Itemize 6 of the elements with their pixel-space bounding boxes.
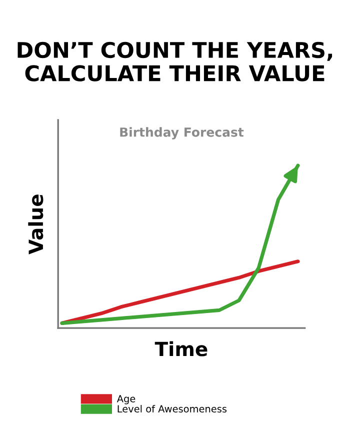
y-axis-title: Value bbox=[28, 194, 44, 254]
chart-subtitle: Birthday Forecast bbox=[120, 127, 244, 140]
x-axis-title: Time bbox=[154, 341, 208, 356]
legend-label: Level of Awesomeness bbox=[118, 404, 227, 413]
legend-label: Age bbox=[116, 395, 136, 404]
chart-title: DON’T COUNT THE YEARS, CALCULATE THEIR VALUE bbox=[18, 42, 332, 82]
